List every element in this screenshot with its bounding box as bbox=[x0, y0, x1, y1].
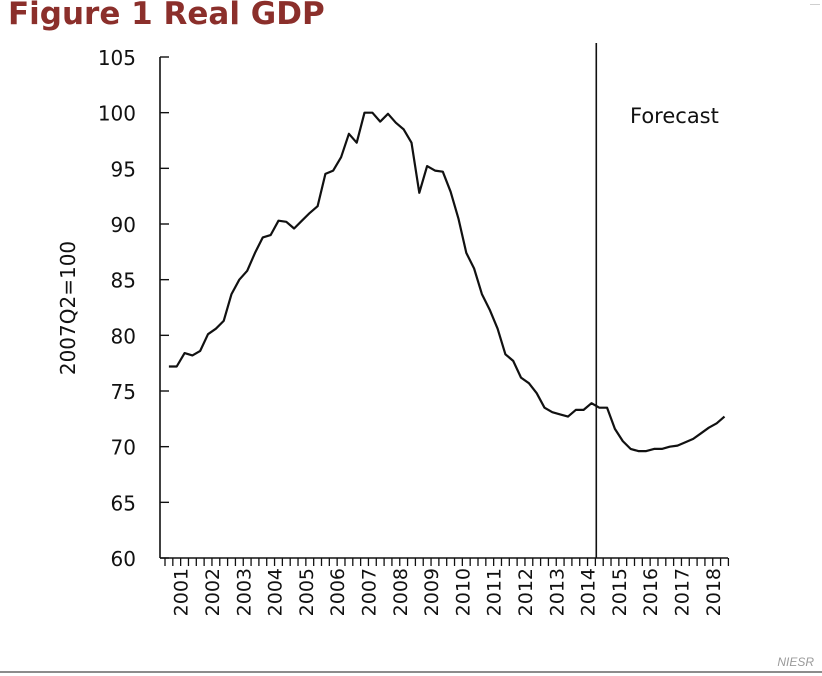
x-tick-label: 2016 bbox=[640, 568, 662, 616]
y-tick-label: 100 bbox=[98, 102, 136, 126]
x-tick-label: 2018 bbox=[703, 568, 725, 616]
y-tick-label: 70 bbox=[111, 436, 136, 460]
x-tick-label: 2001 bbox=[171, 568, 193, 616]
y-axis-label-group: 2007Q2=100 bbox=[56, 241, 80, 375]
x-tick-label: 2002 bbox=[202, 568, 224, 616]
corner-mark bbox=[810, 0, 820, 5]
chart-title: Figure 1 Real GDP bbox=[8, 0, 325, 32]
y-tick-label: 60 bbox=[111, 547, 136, 571]
x-tick-label: 2007 bbox=[358, 568, 380, 616]
x-tick-label: 2010 bbox=[452, 568, 474, 616]
forecast-annotation: Forecast bbox=[630, 104, 719, 128]
y-ticks: 105 100 95 90 85 80 75 70 65 60 bbox=[98, 46, 169, 571]
y-tick-label: 90 bbox=[111, 213, 136, 237]
bottom-rule bbox=[0, 671, 822, 673]
y-tick-label: 95 bbox=[111, 157, 136, 181]
axes bbox=[159, 57, 728, 559]
source-label: NIESR bbox=[777, 655, 814, 669]
x-tick-label: 2009 bbox=[421, 568, 443, 616]
series-layer bbox=[168, 111, 726, 453]
x-tick-label: 2012 bbox=[515, 568, 537, 616]
x-tick-label: 2017 bbox=[671, 568, 693, 616]
x-tick-label: 2011 bbox=[484, 568, 506, 616]
x-tick-label: 2014 bbox=[578, 568, 600, 616]
x-tick-label: 2005 bbox=[296, 568, 318, 616]
x-tick-label: 2004 bbox=[265, 568, 287, 616]
x-tick-label: 2008 bbox=[390, 568, 412, 616]
gdp-series-line bbox=[168, 111, 726, 453]
y-axis-label: 2007Q2=100 bbox=[56, 241, 80, 375]
x-tick-label: 2013 bbox=[546, 568, 568, 616]
x-tick-label: 2006 bbox=[327, 568, 349, 616]
y-tick-label: 85 bbox=[111, 269, 136, 293]
x-ticks: 2001 2002 2003 2004 2005 2006 2007 2008 2009 2010… bbox=[164, 558, 730, 616]
x-tick-label: 2015 bbox=[609, 568, 631, 616]
y-tick-label: 105 bbox=[98, 46, 136, 70]
y-tick-label: 65 bbox=[111, 491, 136, 515]
y-tick-label: 75 bbox=[111, 380, 136, 404]
y-tick-label: 80 bbox=[111, 324, 136, 348]
x-tick-label: 2003 bbox=[233, 568, 255, 616]
